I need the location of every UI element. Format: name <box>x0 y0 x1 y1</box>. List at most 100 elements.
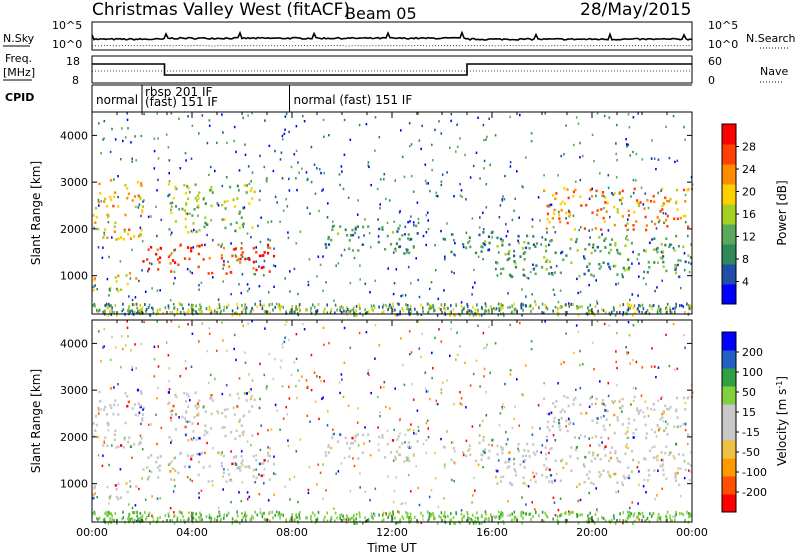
power-cell <box>216 202 219 205</box>
velocity-cell <box>507 500 509 503</box>
velocity-cell <box>589 511 591 515</box>
velocity-cell <box>173 457 176 460</box>
power-cell <box>417 217 420 221</box>
velocity-cell <box>665 420 667 423</box>
velocity-cell <box>212 447 214 450</box>
velocity-cell <box>172 490 175 493</box>
power-cell <box>128 310 130 314</box>
velocity-cell <box>127 440 130 444</box>
power-cell <box>377 240 380 244</box>
power-cell <box>531 218 534 221</box>
velocity-cell <box>221 392 224 396</box>
velocity-cell <box>655 456 658 459</box>
velocity-cell <box>545 468 548 471</box>
velocity-cell <box>298 517 301 521</box>
power-cell <box>379 203 381 206</box>
velocity-cell <box>670 451 673 454</box>
velocity-cell <box>604 409 607 412</box>
power-cell <box>302 114 304 118</box>
velocity-cell <box>656 454 659 458</box>
velocity-cell <box>370 391 372 395</box>
power-cell <box>545 227 548 230</box>
power-cell <box>608 251 611 255</box>
power-cell <box>545 249 548 253</box>
velocity-cell <box>568 418 571 422</box>
velocity-cell <box>242 516 244 519</box>
power-cell <box>523 274 526 277</box>
power-cell <box>337 262 340 265</box>
velocity-cell <box>614 472 617 476</box>
velocity-cell <box>441 381 444 384</box>
power-cell <box>97 200 100 204</box>
power-cell <box>141 240 144 243</box>
velocity-cell <box>221 411 224 415</box>
velocity-cell <box>106 514 108 518</box>
power-cell <box>187 197 190 200</box>
power-cell <box>244 257 247 261</box>
velocity-cell <box>110 406 113 410</box>
power-cell <box>267 243 270 247</box>
velocity-cell <box>594 457 597 460</box>
velocity-cell <box>243 414 246 417</box>
velocity-cell <box>686 396 689 400</box>
velocity-cell <box>213 517 216 521</box>
power-cell <box>287 236 290 240</box>
velocity-cell <box>379 386 382 389</box>
velocity-cell <box>553 501 556 504</box>
power-colorbar-label: Power [dB] <box>775 180 789 245</box>
velocity-cell <box>190 365 193 368</box>
velocity-cell <box>514 405 516 408</box>
velocity-cell <box>372 517 374 521</box>
velocity-cell <box>320 379 322 383</box>
power-cell <box>269 239 271 242</box>
cpid-segment-label: normal (fast) 151 IF <box>294 93 413 107</box>
power-cell <box>529 304 532 308</box>
velocity-cell <box>169 519 171 523</box>
power-cell <box>207 272 210 275</box>
velocity-cell <box>208 381 210 385</box>
power-cell <box>194 196 197 200</box>
velocity-cell <box>508 457 511 461</box>
velocity-cell <box>632 358 634 362</box>
velocity-cell <box>453 461 455 464</box>
velocity-cell <box>222 475 224 478</box>
power-cell <box>477 255 480 258</box>
power-cell <box>610 310 613 314</box>
power-cell <box>131 303 134 307</box>
power-cell <box>666 214 669 218</box>
velocity-cell <box>626 516 629 520</box>
velocity-cell <box>463 514 465 518</box>
power-cell <box>259 303 262 307</box>
power-cell <box>354 226 357 229</box>
power-cell <box>222 263 225 267</box>
power-cell <box>94 221 97 224</box>
power-cell <box>121 309 123 313</box>
velocity-cell <box>392 513 394 517</box>
velocity-cell <box>298 379 300 382</box>
power-cell <box>498 216 501 219</box>
velocity-cell <box>637 515 639 518</box>
velocity-cell <box>549 474 553 477</box>
power-cell <box>352 249 354 252</box>
power-cell <box>198 228 201 232</box>
velocity-cell <box>177 471 180 475</box>
velocity-cell <box>204 424 207 427</box>
power-cell <box>319 263 322 266</box>
velocity-cell <box>563 361 565 364</box>
power-cell <box>629 298 631 302</box>
power-cell <box>478 313 481 317</box>
power-cell <box>584 247 587 251</box>
power-cell <box>238 189 240 192</box>
velocity-cell <box>221 321 223 324</box>
power-cell <box>374 279 377 282</box>
velocity-cell <box>138 411 141 414</box>
velocity-cell <box>100 408 102 411</box>
power-cell <box>401 234 404 237</box>
velocity-cell <box>459 402 462 405</box>
power-cell <box>102 138 104 141</box>
power-cell <box>567 196 570 200</box>
velocity-cell <box>416 409 419 412</box>
velocity-cell <box>143 320 145 324</box>
power-cell <box>157 178 159 182</box>
power-cell <box>484 309 486 313</box>
